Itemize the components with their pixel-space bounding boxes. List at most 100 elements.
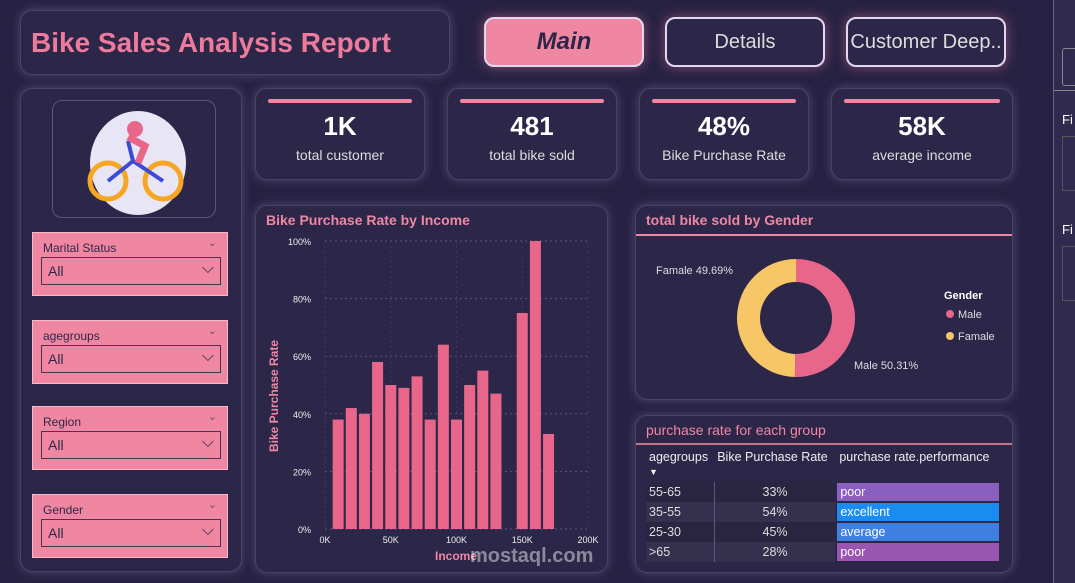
- kpi-average-income: 58K average income: [831, 88, 1013, 180]
- nav-details-button[interactable]: Details: [665, 17, 825, 67]
- slicer-value: All: [48, 525, 64, 541]
- table-row[interactable]: 55-65 33% poor: [646, 481, 1001, 503]
- cell-agegroup: >65: [646, 542, 715, 562]
- legend-title: Gender: [944, 290, 983, 302]
- table-row[interactable]: >65 28% poor: [646, 541, 1001, 563]
- cell-rate: 28%: [713, 542, 837, 562]
- slicer-value: All: [48, 263, 64, 279]
- slicer-dropdown[interactable]: All ⌵: [41, 257, 221, 285]
- sort-desc-icon[interactable]: ▼: [649, 467, 658, 477]
- slicer-dropdown[interactable]: All ⌵: [41, 519, 221, 547]
- title-card: Bike Sales Analysis Report: [20, 10, 450, 75]
- slicer-dropdown[interactable]: All ⌵: [41, 431, 221, 459]
- watermark: mostaql.com: [470, 545, 594, 567]
- data-table: agegroups ▼ Bike Purchase Rate purchase rat…: [646, 446, 1001, 563]
- y-tick-label: 0%: [298, 525, 311, 535]
- kpi-value: 1K: [323, 111, 357, 141]
- bar[interactable]: [398, 387, 410, 529]
- bar[interactable]: [385, 385, 397, 529]
- report-title: Bike Sales Analysis Report: [31, 27, 392, 58]
- y-axis-label: Bike Purchase Rate: [267, 340, 281, 452]
- y-tick-label: 100%: [288, 237, 311, 247]
- cell-agegroup: 35-55: [646, 502, 715, 522]
- x-tick-label: 100K: [446, 535, 467, 545]
- x-tick-label: 0K: [319, 535, 330, 545]
- bar[interactable]: [345, 408, 357, 529]
- kpi-label: total customer: [296, 147, 384, 163]
- filter-label: Fi: [1062, 112, 1073, 127]
- chevron-down-icon[interactable]: ⌄: [207, 237, 217, 249]
- purchase-rate-table: purchase rate for each group agegroups ▼ B…: [635, 415, 1013, 573]
- donut-slice-famale[interactable]: [736, 259, 796, 377]
- female-data-label: Famale 49.69%: [656, 265, 733, 277]
- chevron-down-icon[interactable]: ⌄: [207, 411, 217, 423]
- kpi-label: total bike sold: [489, 147, 575, 163]
- slicer-gender[interactable]: Gender ⌄ All ⌵: [32, 494, 228, 558]
- bar[interactable]: [516, 313, 528, 529]
- slicer-agegroups[interactable]: agegroups ⌄ All ⌵: [32, 320, 228, 384]
- kpi-total-customer: 1K total customer: [255, 88, 425, 180]
- kpi-purchase-rate: 48% Bike Purchase Rate: [639, 88, 809, 180]
- chart-title: Bike Purchase Rate by Income: [266, 212, 470, 228]
- slicer-marital-status[interactable]: Marital Status ⌄ All ⌵: [32, 232, 228, 296]
- slicer-label: Gender: [43, 503, 84, 517]
- pane-divider: [1053, 0, 1054, 583]
- table-title: purchase rate for each group: [646, 422, 826, 438]
- kpi-label: Bike Purchase Rate: [662, 147, 786, 163]
- cell-performance: poor: [835, 481, 1001, 503]
- chevron-down-icon: ⌵: [201, 348, 214, 365]
- bar[interactable]: [358, 413, 370, 529]
- filter-label: Fi: [1062, 222, 1073, 237]
- bar[interactable]: [332, 419, 344, 529]
- cell-agegroup: 25-30: [646, 522, 715, 542]
- chevron-down-icon[interactable]: ⌄: [207, 499, 217, 511]
- col-performance[interactable]: purchase rate.performance: [839, 450, 990, 464]
- cell-agegroup: 55-65: [646, 482, 715, 502]
- gender-donut-chart: total bike sold by Gender Famale 49.69% …: [635, 205, 1013, 400]
- bar[interactable]: [529, 241, 541, 529]
- kpi-label: average income: [872, 147, 972, 163]
- slicer-dropdown[interactable]: All ⌵: [41, 345, 221, 373]
- x-tick-label: 50K: [383, 535, 399, 545]
- slicer-region[interactable]: Region ⌄ All ⌵: [32, 406, 228, 470]
- bar[interactable]: [490, 393, 502, 529]
- slicer-value: All: [48, 437, 64, 453]
- x-tick-label: 200K: [577, 535, 598, 545]
- chevron-down-icon[interactable]: ⌄: [207, 325, 217, 337]
- nav-main-button[interactable]: Main: [484, 17, 644, 67]
- donut-slice-male[interactable]: [794, 259, 855, 377]
- chevron-down-icon: ⌵: [201, 434, 214, 451]
- bar[interactable]: [437, 344, 449, 529]
- y-tick-label: 20%: [293, 467, 311, 477]
- legend-female[interactable]: Famale: [958, 331, 995, 343]
- slicer-label: Region: [43, 415, 82, 429]
- slicer-label: agegroups: [43, 329, 100, 343]
- cell-rate: 33%: [713, 482, 837, 502]
- col-agegroups[interactable]: agegroups ▼: [649, 450, 709, 477]
- bar[interactable]: [424, 419, 436, 529]
- col-rate[interactable]: Bike Purchase Rate: [717, 450, 828, 464]
- nav-customer-button[interactable]: Customer Deep..: [846, 17, 1006, 67]
- bar[interactable]: [451, 419, 462, 529]
- filters-pane[interactable]: Fi Fi: [1054, 0, 1075, 583]
- cell-performance: poor: [835, 541, 1001, 563]
- y-tick-label: 40%: [293, 410, 311, 420]
- bar[interactable]: [543, 433, 555, 529]
- y-tick-label: 60%: [293, 352, 311, 362]
- kpi-total-bike-sold: 481 total bike sold: [447, 88, 617, 180]
- bar[interactable]: [372, 361, 384, 529]
- bar[interactable]: [464, 385, 476, 529]
- y-tick-label: 80%: [293, 295, 311, 305]
- kpi-value: 481: [510, 111, 554, 141]
- donut-svg: Famale 49.69% Male 50.31% Gender Male Fa…: [656, 259, 995, 377]
- legend-male[interactable]: Male: [958, 309, 982, 321]
- kpi-value: 58K: [898, 111, 946, 141]
- income-bar-chart: Bike Purchase Rate by Income 0% 20% 40% 60%…: [255, 205, 608, 573]
- bar[interactable]: [411, 376, 423, 529]
- kpi-value: 48%: [697, 111, 751, 141]
- slicer-value: All: [48, 351, 64, 367]
- table-row[interactable]: 25-30 45% average: [646, 521, 1001, 543]
- bar[interactable]: [477, 370, 489, 529]
- chart-title: total bike sold by Gender: [646, 212, 814, 228]
- table-row[interactable]: 35-55 54% excellent: [646, 501, 1001, 523]
